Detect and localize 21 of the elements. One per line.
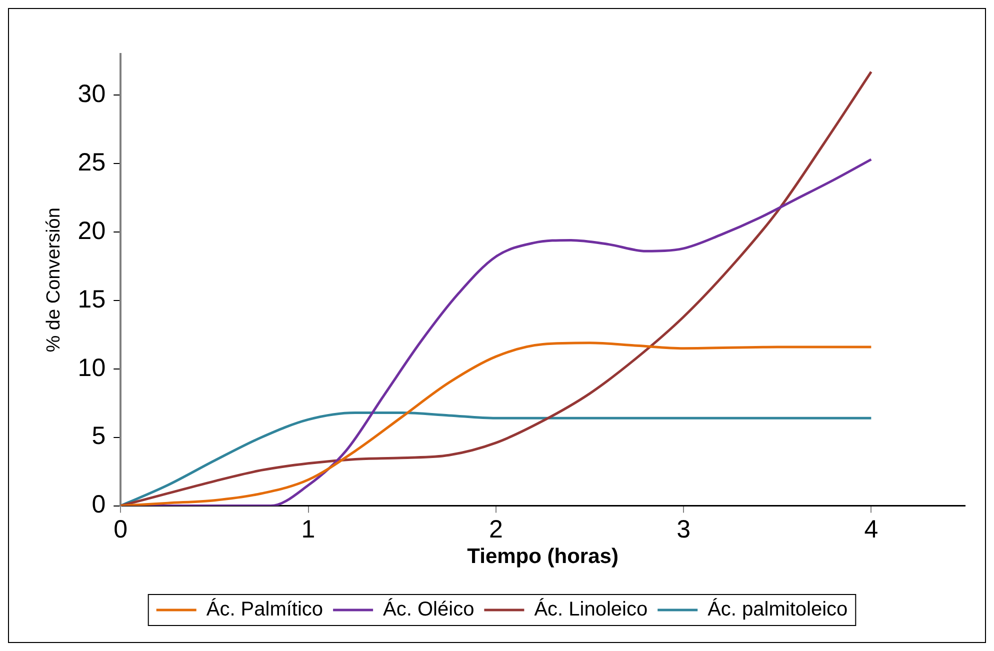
legend-label: Ác. Linoleico [534, 598, 648, 621]
line-series [120, 342, 872, 506]
legend-label: Ác. palmitoleico [708, 598, 848, 621]
y-tick-label: 15 [78, 285, 106, 314]
x-tick-label: 2 [488, 516, 503, 544]
legend-label: Ác. Oléico [383, 598, 474, 621]
x-tick-label: 3 [676, 516, 690, 544]
y-tick-label: 5 [92, 422, 106, 450]
y-tick-label: 0 [92, 490, 106, 519]
x-tick-label: 4 [864, 516, 878, 544]
y-tick-label: 30 [78, 80, 106, 108]
y-axis-title: % de Conversión [44, 208, 65, 352]
line-series [120, 411, 872, 506]
y-tick-label: 25 [78, 148, 106, 176]
y-tick-label: 10 [78, 354, 106, 382]
line-series [120, 70, 872, 506]
legend-label: Ác. Palmítico [206, 598, 324, 621]
x-tick-label: 0 [114, 516, 128, 544]
x-axis-title: Tiempo (horas) [467, 545, 618, 568]
x-tick-label: 1 [301, 516, 316, 544]
y-tick-label: 20 [78, 216, 106, 245]
